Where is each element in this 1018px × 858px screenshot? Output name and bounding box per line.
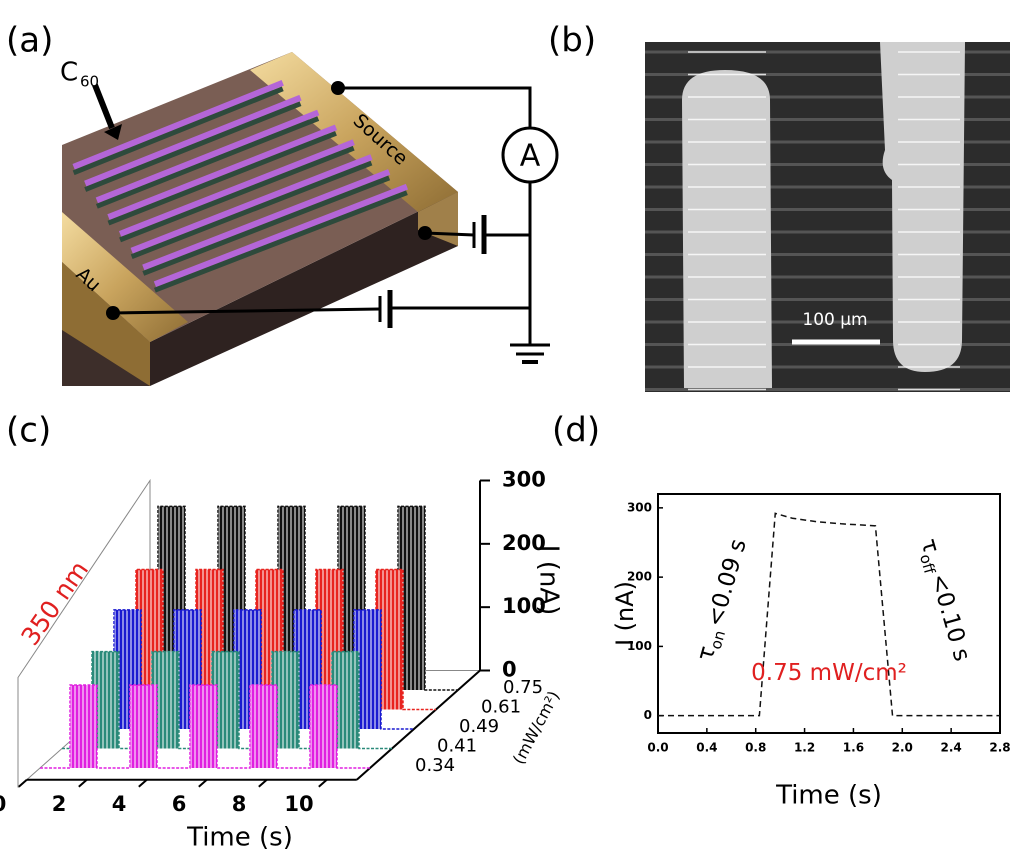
y-tick-label: 100 [502, 594, 546, 618]
x-axis-label: Time (s) [775, 781, 882, 811]
y-tick-label: 200 [627, 570, 652, 584]
x-tick-label: 4 [112, 792, 127, 816]
circuit [112, 86, 559, 356]
panel-label: (b) [548, 21, 596, 61]
plot-frame [657, 493, 1001, 734]
x-tick-label: 1.6 [843, 741, 864, 755]
y-tick-label: 0 [644, 708, 652, 722]
series-area [62, 650, 392, 750]
annotation: 0.75 mW/cm² [751, 660, 907, 686]
contact-dot [106, 306, 120, 320]
annotation-text: <0.10 s [926, 571, 976, 664]
c60-stripe [118, 139, 355, 237]
c60-stripe [107, 124, 338, 220]
depth-label: 0.34 [415, 755, 455, 776]
scale-bar-label: 100 µm [802, 310, 867, 330]
meter-label: A [520, 139, 541, 174]
channel-shadow [142, 175, 391, 276]
depth-label: 0.49 [459, 716, 499, 737]
contact-dot [418, 226, 432, 240]
electrode-image [682, 70, 772, 388]
line-chart: 0.0 0.4 0.8 1.2 1.6 2.0 2.4 2.8 0 100 200 300 Time (… [611, 493, 1011, 811]
annotation-symbol: τ [916, 536, 945, 556]
x-tick-label: 2.8 [989, 741, 1010, 755]
annotation-symbol: τ [692, 643, 721, 663]
depth-label: 0.41 [437, 736, 477, 757]
arrow [92, 83, 115, 130]
molecule-subscript: 60 [80, 73, 99, 91]
depth-label: 0.75 [503, 677, 543, 698]
c60-stripe [153, 183, 409, 287]
x-tick [198, 778, 208, 788]
channel-shadow [130, 160, 373, 259]
channel-shadow [95, 116, 320, 209]
channel-shadow [154, 190, 408, 293]
data-line [658, 512, 1000, 717]
panel-label: (d) [552, 411, 600, 451]
y-tick-label: 300 [627, 500, 652, 514]
channel-shadow [107, 131, 337, 226]
x-tick [18, 778, 28, 788]
source-electrode [250, 52, 458, 212]
series-area [84, 609, 414, 730]
x-tick-label: 0.8 [745, 741, 766, 755]
y-tick-label: 100 [627, 639, 652, 653]
x-tick-label: 0 [0, 792, 6, 816]
channel-shadow [119, 145, 355, 243]
c60-stripe [84, 94, 302, 187]
x-tick-label: 2.0 [892, 741, 913, 755]
x-tick-label: 8 [232, 792, 247, 816]
molecule-label: C [60, 58, 78, 88]
c60-stripe [142, 169, 391, 271]
annotation-subscript: off [917, 552, 940, 576]
device-diagram: C 60 Source Au A [60, 52, 559, 386]
depth-label: 0.61 [481, 697, 521, 718]
channel-shadow [72, 86, 284, 176]
arrow-head [104, 124, 122, 140]
x-tick [318, 778, 328, 788]
y-tick-label: 0 [502, 658, 517, 682]
annotation-text: <0.09 s [702, 536, 752, 629]
annotation: τon<0.09 s [692, 536, 754, 664]
annotation-text: 0.75 mW/cm² [751, 660, 907, 686]
annotation-subscript: on [706, 628, 728, 651]
x-tick-label: 2 [52, 792, 67, 816]
x-axis-label: Time (s) [186, 823, 293, 853]
series-area [128, 505, 458, 691]
x-tick-label: 1.2 [794, 741, 815, 755]
contact-dot [331, 81, 345, 95]
y-axis-label: I (nA) [611, 581, 639, 646]
panel-label: (a) [6, 21, 53, 61]
x-tick-label: 10 [284, 792, 313, 816]
x-tick [78, 778, 88, 788]
x-tick [138, 778, 148, 788]
panel-label: (c) [6, 411, 51, 451]
x-tick-label: 0.0 [647, 741, 668, 755]
c60-stripe [130, 154, 373, 254]
micrograph: 100 µm [645, 42, 1010, 392]
x-tick-label: 2.4 [941, 741, 962, 755]
x-tick [258, 778, 268, 788]
y-tick-label: 300 [502, 468, 546, 492]
x-tick-label: 6 [172, 792, 187, 816]
y-tick-label: 200 [502, 531, 546, 555]
y-axis-label: I (nA) [534, 545, 564, 615]
annotation: τoff<0.10 s [913, 536, 976, 665]
electrode-image [880, 42, 965, 372]
depth-axis [356, 669, 481, 781]
channel-shadow [84, 101, 302, 192]
series-area [40, 684, 370, 769]
c60-stripe [95, 109, 320, 204]
x-tick-label: 0.4 [696, 741, 717, 755]
c60-stripe [72, 80, 284, 170]
au-electrode [62, 212, 188, 342]
slab-side [150, 192, 458, 386]
annotation: 350 nm [15, 556, 94, 651]
au-electrode-side [62, 262, 150, 386]
